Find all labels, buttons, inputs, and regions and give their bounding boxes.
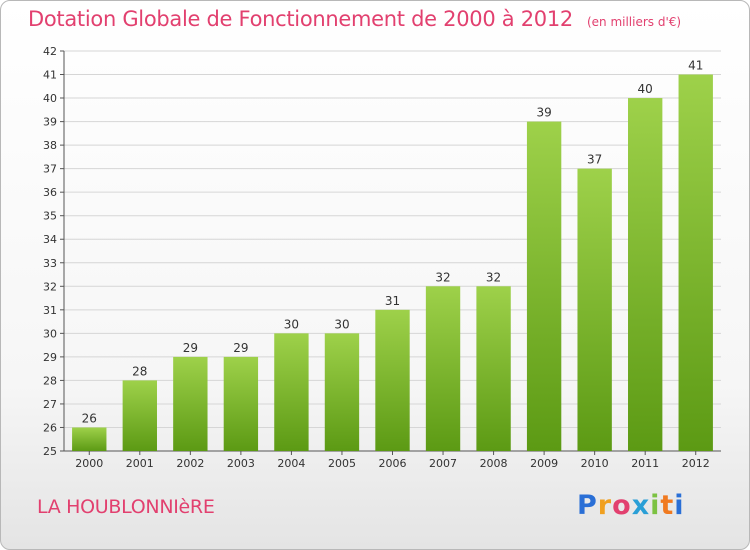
y-tick-label-39: 39 — [43, 116, 57, 129]
y-tick-label-29: 29 — [43, 351, 57, 364]
bars — [72, 74, 713, 452]
y-tick-label-26: 26 — [43, 421, 57, 434]
chart-unit: (en milliers d'€) — [586, 15, 682, 29]
bar-2012 — [678, 74, 713, 451]
logo-letter: P — [577, 490, 598, 521]
labels: 25 26 27 28 29 30 31 32 33 34 35 36 37 38 39 40 41 42 26 20… — [43, 45, 710, 470]
y-tick-label-36: 36 — [43, 186, 57, 199]
logo-letter: x — [631, 490, 651, 521]
x-tick-label-2008: 2008 — [480, 457, 508, 470]
y-tick-label-38: 38 — [43, 139, 57, 152]
bar-2010 — [577, 168, 612, 451]
chart-title-text: Dotation Globale de Fonctionnement de 20… — [28, 7, 573, 31]
bar-2002 — [173, 356, 208, 451]
bar-2011 — [628, 98, 663, 451]
data-label-2010: 37 — [587, 153, 602, 167]
chart-title: Dotation Globale de Fonctionnement de 20… — [28, 7, 681, 31]
data-label-2002: 29 — [183, 341, 198, 355]
commune-name: LA HOUBLONNIèRE — [37, 496, 215, 518]
proxiti-logo: Proxiti — [577, 490, 685, 521]
bar-2007 — [425, 286, 461, 451]
data-label-2009: 39 — [536, 106, 551, 120]
x-tick-label-2002: 2002 — [176, 457, 204, 470]
bar-2005 — [324, 333, 360, 451]
bar-2008 — [476, 286, 511, 451]
data-label-2004: 30 — [284, 317, 299, 331]
y-tick-label-37: 37 — [43, 163, 57, 176]
x-tick-label-2009: 2009 — [530, 457, 558, 470]
logo-letter: i — [650, 490, 661, 521]
bar-2006 — [375, 309, 410, 451]
y-tick-label-33: 33 — [43, 257, 57, 270]
data-label-2001: 28 — [132, 364, 147, 378]
y-tick-label-42: 42 — [43, 45, 57, 58]
data-label-2006: 31 — [385, 294, 400, 308]
y-tick-label-30: 30 — [43, 327, 57, 340]
bar-2000 — [72, 427, 107, 451]
data-label-2012: 41 — [688, 59, 703, 73]
x-tick-label-2010: 2010 — [581, 457, 609, 470]
x-tick-label-2011: 2011 — [631, 457, 659, 470]
y-tick-label-35: 35 — [43, 210, 57, 223]
y-tick-label-32: 32 — [43, 280, 57, 293]
logo-letter: r — [597, 490, 613, 521]
y-tick-label-31: 31 — [43, 304, 57, 317]
logo-letter: i — [674, 490, 685, 521]
x-tick-label-2004: 2004 — [277, 457, 305, 470]
logo-letter: o — [612, 490, 632, 521]
bar-2003 — [223, 356, 259, 451]
x-tick-label-2000: 2000 — [75, 457, 103, 470]
data-label-2011: 40 — [638, 82, 653, 96]
y-tick-label-41: 41 — [43, 69, 57, 82]
y-tick-label-40: 40 — [43, 92, 57, 105]
data-label-2008: 32 — [486, 270, 501, 284]
logo-letter: t — [660, 490, 675, 521]
x-tick-label-2005: 2005 — [328, 457, 356, 470]
x-tick-label-2012: 2012 — [682, 457, 710, 470]
bar-2009 — [526, 121, 562, 452]
bar-2001 — [122, 380, 157, 451]
data-label-2003: 29 — [233, 341, 248, 355]
x-tick-label-2007: 2007 — [429, 457, 457, 470]
x-tick-label-2001: 2001 — [126, 457, 154, 470]
x-tick-label-2003: 2003 — [227, 457, 255, 470]
data-label-2000: 26 — [82, 411, 97, 425]
y-tick-label-28: 28 — [43, 374, 57, 387]
data-label-2007: 32 — [435, 270, 450, 284]
bar-2004 — [274, 333, 309, 451]
y-tick-label-34: 34 — [43, 233, 57, 246]
x-tick-label-2006: 2006 — [379, 457, 407, 470]
y-tick-label-27: 27 — [43, 398, 57, 411]
data-label-2005: 30 — [334, 317, 349, 331]
y-tick-label-25: 25 — [43, 445, 57, 458]
